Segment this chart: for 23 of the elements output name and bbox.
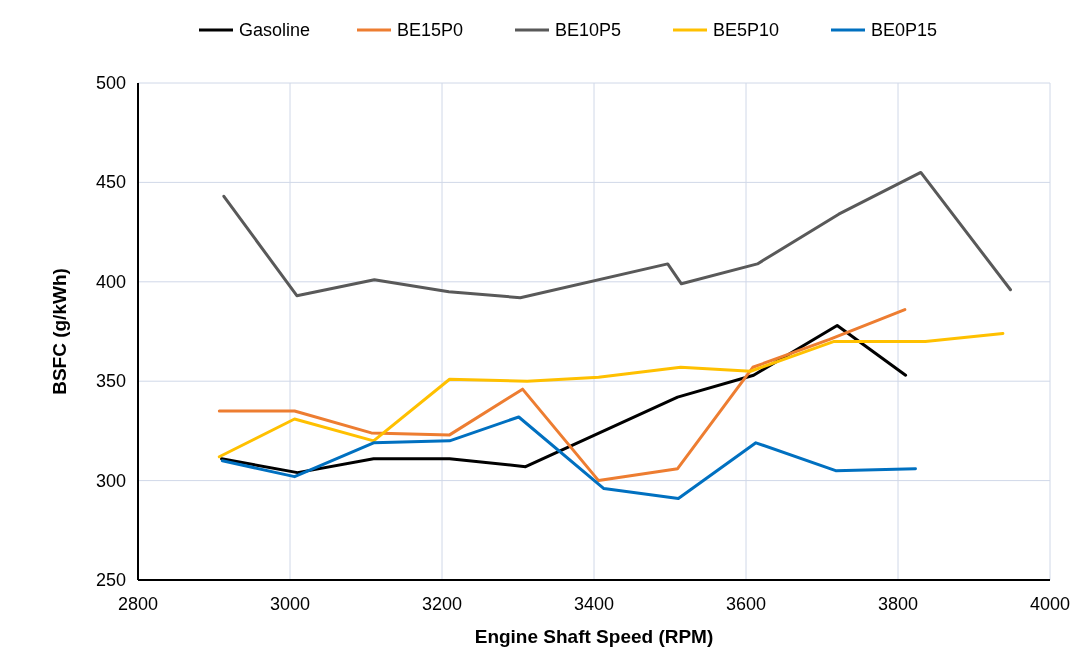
x-tick-label: 3400: [573, 594, 615, 614]
y-tick-label: 500: [95, 73, 126, 93]
y-tick-label: 300: [95, 470, 126, 491]
legend-label: BE10P5: [555, 20, 622, 40]
x-axis-title: Engine Shaft Speed (RPM): [474, 626, 714, 647]
y-tick-label: 450: [95, 172, 126, 193]
legend-label: BE0P15: [871, 20, 938, 40]
x-tick-label: 3200: [421, 594, 463, 614]
y-axis-title: BSFC (g/kWh): [49, 268, 70, 395]
x-tick-label: 3600: [725, 594, 767, 614]
legend-label: BE5P10: [713, 20, 780, 40]
legend-label: BE15P0: [397, 20, 464, 40]
legend-label: Gasoline: [239, 20, 311, 40]
line-series: [217, 331, 1005, 459]
x-tick-label: 4000: [1029, 594, 1071, 614]
line-series: [222, 170, 1012, 300]
y-tick-label: 350: [95, 371, 126, 392]
line-series: [220, 415, 917, 500]
x-tick-label: 3000: [269, 594, 311, 614]
x-tick-label: 3800: [877, 594, 919, 614]
y-tick-label: 400: [95, 271, 126, 292]
y-tick-label: 250: [95, 570, 126, 590]
x-tick-label: 2800: [117, 594, 159, 614]
